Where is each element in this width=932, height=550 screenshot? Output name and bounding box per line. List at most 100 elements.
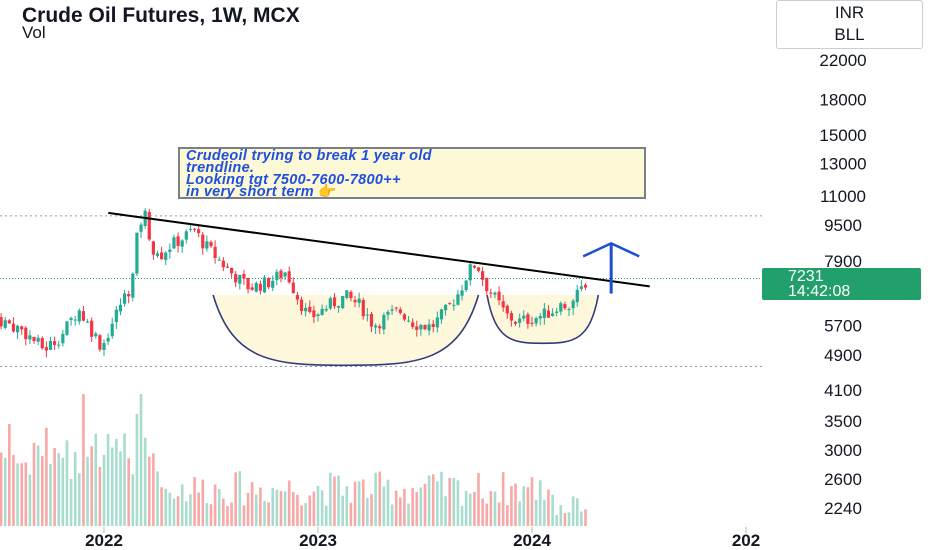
volume-bar xyxy=(407,503,410,526)
last-price-value: 7231 xyxy=(788,268,824,285)
volume-bar xyxy=(357,481,361,526)
volume-bar xyxy=(164,488,168,526)
volume-bar xyxy=(180,484,184,526)
volume-bar xyxy=(378,471,382,526)
volume-bar xyxy=(234,472,237,526)
candle-body xyxy=(110,323,114,337)
candle-body xyxy=(357,298,361,303)
volume-bar xyxy=(20,463,23,526)
candle-body xyxy=(77,310,81,322)
time-tick-label: 2022 xyxy=(85,531,123,550)
volume-bar xyxy=(205,502,209,526)
volume-bar xyxy=(571,496,575,526)
candle-body xyxy=(168,249,172,253)
annotation-note[interactable]: Crudeoil trying to break 1 year old tren… xyxy=(178,147,646,199)
candle-body xyxy=(114,309,118,323)
volume-bar xyxy=(543,499,546,526)
volume-bar xyxy=(279,490,283,526)
volume-bar xyxy=(176,496,180,526)
volume-bar xyxy=(501,472,505,526)
handle-fill xyxy=(487,295,599,344)
candle-body xyxy=(571,300,575,309)
volume-bar xyxy=(267,502,270,526)
candle-body xyxy=(57,344,61,346)
candle-body xyxy=(374,325,378,328)
candle-body xyxy=(291,282,295,294)
volume-bar xyxy=(73,452,77,526)
candle-body xyxy=(369,313,374,327)
price-tick-label: 5700 xyxy=(824,316,862,335)
time-axis: 2022 2023 2024 202 xyxy=(85,527,760,550)
volume-bar xyxy=(514,483,517,526)
volume-bar xyxy=(559,505,563,526)
candle-body xyxy=(530,322,534,324)
volume-bar xyxy=(131,474,135,526)
volume-bar xyxy=(316,485,320,526)
volume-bar xyxy=(386,479,390,526)
volume-bar xyxy=(382,486,386,526)
candle-body xyxy=(139,224,143,232)
candle-body xyxy=(127,293,131,297)
candle-body xyxy=(3,320,7,328)
candle-body xyxy=(15,325,20,333)
volume-bar xyxy=(135,414,139,526)
projection-arrow-head xyxy=(582,241,640,258)
volume-label: Vol xyxy=(22,23,46,42)
candle-body xyxy=(197,229,201,234)
volume-bar xyxy=(160,487,163,526)
candle-body xyxy=(448,303,452,305)
volume-bar xyxy=(366,497,369,526)
volume-bar xyxy=(36,445,40,526)
trendline-group xyxy=(108,211,650,288)
candle-body xyxy=(456,294,460,305)
volume-bar xyxy=(522,486,526,526)
trendline xyxy=(108,211,650,288)
volume-bar xyxy=(86,456,89,526)
volume-bar xyxy=(497,502,501,526)
volume-bar xyxy=(440,471,443,526)
currency-box[interactable]: INR BLL xyxy=(776,0,923,49)
volume-bar xyxy=(139,394,143,526)
volume-bar xyxy=(304,503,307,526)
volume-bar xyxy=(333,476,336,526)
volume-bar xyxy=(444,496,447,526)
volume-bar xyxy=(555,515,558,526)
candle-body xyxy=(234,274,238,283)
candle-body xyxy=(402,314,407,320)
candle-body xyxy=(287,271,291,283)
volume-bar xyxy=(399,497,402,526)
volume-bar xyxy=(415,491,419,526)
candle-body xyxy=(147,211,151,240)
candle-body xyxy=(180,240,184,247)
volume-bar xyxy=(510,486,513,526)
volume-bar xyxy=(250,482,254,526)
volume-bar xyxy=(201,479,205,526)
currency-label: INR xyxy=(834,3,865,22)
volume-bars xyxy=(0,394,587,526)
volume-bar xyxy=(197,492,200,526)
volume-bar xyxy=(468,493,472,526)
volume-bar xyxy=(40,456,44,526)
candle-body xyxy=(279,270,283,278)
candle-body xyxy=(460,290,464,296)
volume-bar xyxy=(119,451,122,526)
cup-fill xyxy=(213,295,479,366)
price-tick-label: 15000 xyxy=(819,126,866,145)
candle-body xyxy=(90,320,94,337)
candle-body xyxy=(20,326,24,330)
volume-bar xyxy=(547,489,550,526)
time-tick-label: 2024 xyxy=(513,531,551,550)
candle-body xyxy=(258,283,262,291)
volume-bar xyxy=(78,473,81,526)
annotation-line-2: trendline. xyxy=(186,160,255,176)
candle-body xyxy=(172,237,176,249)
volume-bar xyxy=(49,463,52,526)
price-tick-label: 3500 xyxy=(824,412,862,431)
handle-curve xyxy=(486,294,600,345)
volume-bar xyxy=(283,491,287,526)
volume-bar xyxy=(341,495,344,526)
candle-body xyxy=(118,304,123,312)
volume-bar xyxy=(0,452,3,526)
